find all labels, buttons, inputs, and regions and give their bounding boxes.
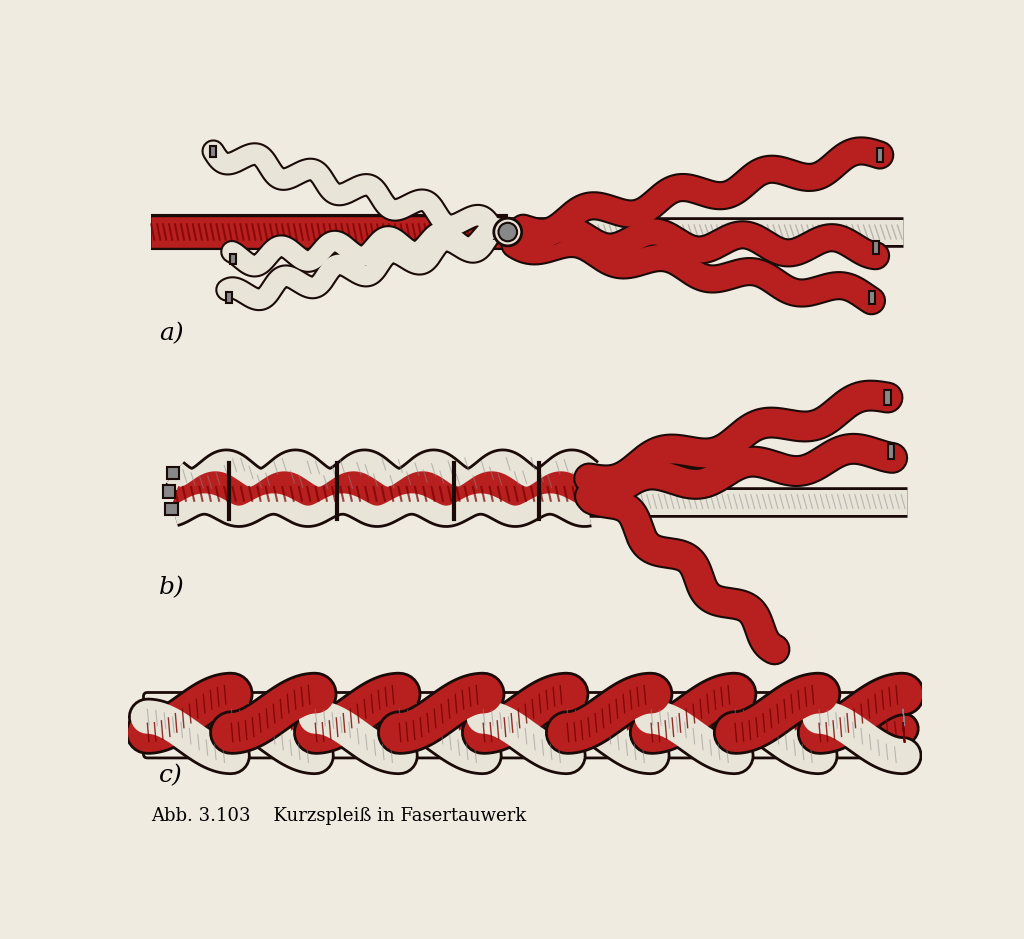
- Bar: [210, 146, 216, 157]
- Bar: [877, 148, 883, 162]
- Text: b): b): [159, 576, 184, 599]
- Bar: [229, 254, 236, 265]
- Circle shape: [499, 223, 517, 241]
- FancyBboxPatch shape: [143, 692, 907, 758]
- Bar: [165, 503, 177, 516]
- Text: Abb. 3.103    Kurzspleiß in Fasertauwerk: Abb. 3.103 Kurzspleiß in Fasertauwerk: [152, 808, 526, 825]
- Bar: [888, 444, 895, 459]
- Bar: [869, 290, 876, 304]
- Bar: [872, 240, 879, 254]
- Text: a): a): [159, 322, 183, 345]
- Circle shape: [494, 218, 521, 246]
- Bar: [885, 390, 891, 406]
- Text: c): c): [159, 764, 182, 788]
- Bar: [167, 467, 179, 479]
- Bar: [163, 485, 175, 498]
- Bar: [225, 292, 231, 303]
